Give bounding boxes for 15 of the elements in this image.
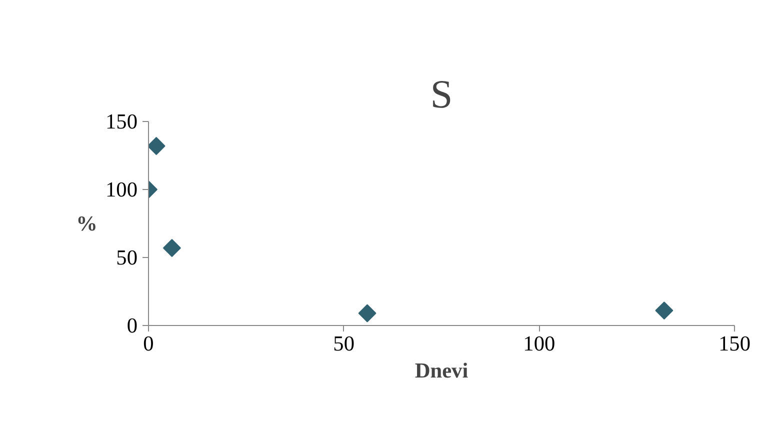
x-tick-label: 150 [718, 332, 751, 356]
point [162, 238, 181, 257]
chart-title: S [430, 72, 453, 116]
x-tick-label: 50 [333, 332, 354, 356]
x-tick-label: 0 [143, 332, 154, 356]
point [148, 136, 166, 155]
y-tick-label: 0 [126, 314, 138, 338]
y-tick-label: 150 [106, 110, 138, 134]
y-tick-label: 50 [116, 246, 138, 270]
y-axis-title: % [76, 212, 98, 236]
x-tick-label: 100 [523, 332, 556, 356]
x-axis-title: Dnevi [414, 358, 468, 382]
y-tick-label: 100 [106, 178, 138, 202]
point [358, 304, 376, 322]
point [655, 302, 674, 320]
